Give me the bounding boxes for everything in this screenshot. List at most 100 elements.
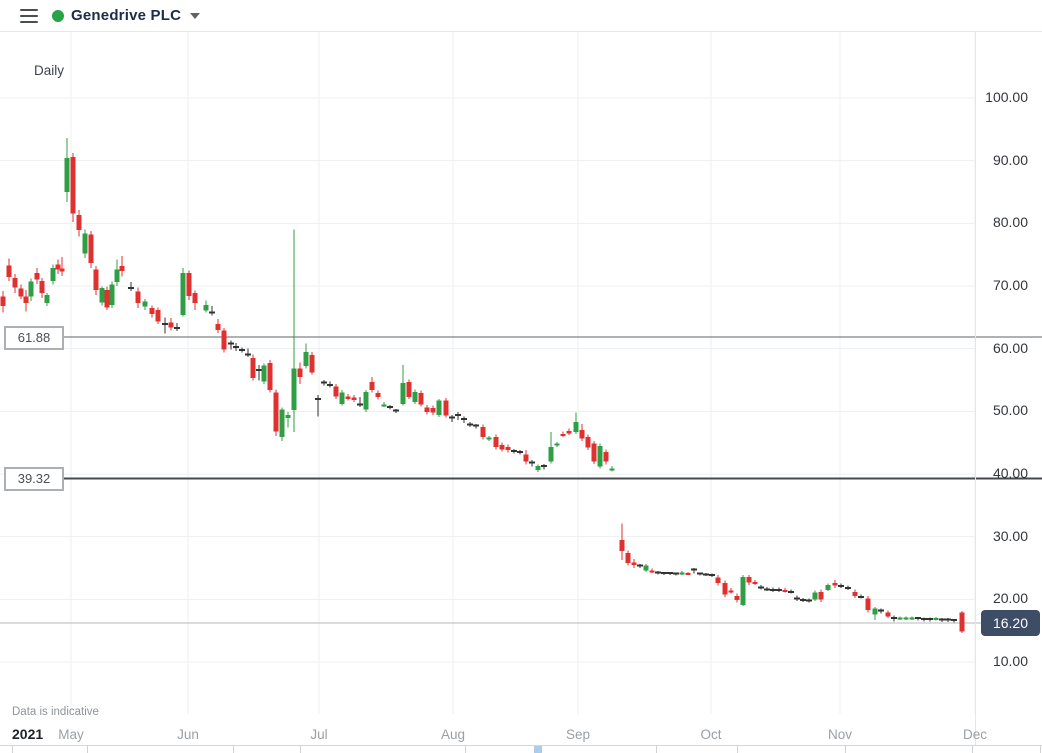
candle-body bbox=[285, 415, 291, 419]
strip-scroll-marker[interactable] bbox=[534, 746, 542, 753]
doji-close-tick bbox=[387, 405, 393, 408]
candle-body bbox=[267, 363, 273, 391]
candle-body bbox=[959, 612, 965, 632]
doji-close-tick bbox=[455, 414, 461, 417]
doji-close-tick bbox=[128, 286, 134, 289]
candle-body bbox=[34, 272, 40, 280]
x-axis-month-label: Jun bbox=[177, 727, 199, 742]
doji-close-tick bbox=[174, 326, 180, 329]
strip-tick bbox=[845, 746, 846, 753]
doji-close-tick bbox=[357, 403, 363, 406]
candle-body bbox=[573, 421, 579, 433]
candle-body bbox=[597, 445, 603, 467]
candle-body bbox=[12, 277, 18, 288]
candle-body bbox=[566, 430, 572, 434]
doji-close-tick bbox=[511, 449, 517, 452]
candle-body bbox=[486, 437, 492, 440]
y-axis-label: 80.00 bbox=[992, 214, 1028, 231]
candle-body bbox=[591, 443, 597, 462]
doji-close-tick bbox=[321, 381, 327, 384]
doji-close-tick bbox=[697, 572, 703, 575]
doji-close-tick bbox=[162, 323, 168, 326]
x-axis-month-label: Sep bbox=[565, 727, 591, 742]
doji-close-tick bbox=[541, 464, 547, 467]
candle-body bbox=[443, 400, 449, 416]
candle-body bbox=[250, 358, 256, 379]
candle-body bbox=[752, 581, 758, 584]
symbol-selector[interactable]: Genedrive PLC bbox=[71, 7, 201, 24]
candle-body bbox=[215, 324, 221, 330]
doji-close-tick bbox=[529, 461, 535, 464]
candle-body bbox=[418, 393, 424, 405]
doji-close-tick bbox=[845, 587, 851, 590]
doji-close-tick bbox=[467, 423, 473, 426]
candle-body bbox=[412, 391, 418, 402]
candle-body bbox=[39, 280, 45, 293]
candle-body bbox=[291, 368, 297, 411]
x-axis-month-label: Jul bbox=[310, 727, 328, 742]
candle-body bbox=[333, 386, 339, 397]
doji-close-tick bbox=[655, 571, 661, 574]
candle-body bbox=[643, 565, 649, 571]
candle-body bbox=[499, 445, 505, 450]
y-axis-label: 10.00 bbox=[992, 653, 1028, 669]
doji-close-tick bbox=[951, 619, 957, 622]
strip-tick bbox=[465, 746, 466, 753]
y-axis-label: 30.00 bbox=[992, 527, 1028, 544]
symbol-title: Genedrive PLC bbox=[71, 7, 182, 24]
candle-body bbox=[722, 583, 728, 595]
candle-body bbox=[345, 396, 351, 399]
candle-body bbox=[535, 465, 541, 471]
candle-body bbox=[76, 215, 82, 231]
doji-close-tick bbox=[393, 409, 399, 412]
candle-body bbox=[369, 381, 375, 391]
hamburger-menu-icon[interactable] bbox=[20, 8, 38, 23]
doji-close-tick bbox=[673, 572, 679, 575]
x-axis-month-label: Oct bbox=[700, 727, 722, 742]
interval-label: Daily bbox=[34, 63, 65, 78]
candle-body bbox=[109, 284, 115, 305]
candle-body bbox=[818, 591, 824, 600]
doji-close-tick bbox=[667, 572, 673, 575]
doji-close-tick bbox=[788, 590, 794, 593]
doji-close-tick bbox=[703, 573, 709, 576]
doji-close-tick bbox=[945, 618, 951, 621]
strip-tick bbox=[300, 746, 301, 753]
strip-tick bbox=[233, 746, 234, 753]
candle-body bbox=[585, 437, 591, 448]
chevron-down-icon bbox=[190, 12, 201, 19]
candle-body bbox=[93, 269, 99, 290]
candle-body bbox=[88, 234, 94, 263]
level-label: 61.88 bbox=[4, 325, 64, 350]
doji-close-tick bbox=[806, 599, 812, 602]
y-axis-label: 60.00 bbox=[992, 339, 1028, 356]
candle-body bbox=[523, 454, 529, 462]
candle-body bbox=[685, 573, 691, 576]
candle-body bbox=[168, 322, 174, 328]
doji-close-tick bbox=[758, 586, 764, 589]
candle-body bbox=[135, 291, 141, 303]
y-axis-separator bbox=[975, 31, 976, 752]
candle-body bbox=[279, 409, 285, 438]
candle-body bbox=[104, 289, 110, 308]
candle-body bbox=[59, 268, 65, 272]
disclaimer-text: Data is indicative bbox=[12, 706, 99, 718]
candle-body bbox=[715, 577, 721, 584]
candle-body bbox=[119, 265, 125, 271]
candle-body bbox=[609, 468, 615, 471]
y-axis-label: 100.00 bbox=[985, 89, 1028, 105]
candle-body bbox=[261, 365, 267, 382]
candle-body bbox=[192, 292, 198, 303]
doji-close-tick bbox=[233, 345, 239, 348]
candle-body bbox=[480, 427, 486, 438]
candle-body bbox=[400, 383, 406, 404]
doji-close-tick bbox=[661, 572, 667, 575]
candle-body bbox=[142, 301, 148, 307]
doji-close-tick bbox=[770, 588, 776, 591]
candle-body bbox=[303, 351, 309, 367]
doji-close-tick bbox=[256, 368, 262, 371]
x-axis-month-label: Dec bbox=[962, 727, 988, 742]
strip-tick bbox=[656, 746, 657, 753]
